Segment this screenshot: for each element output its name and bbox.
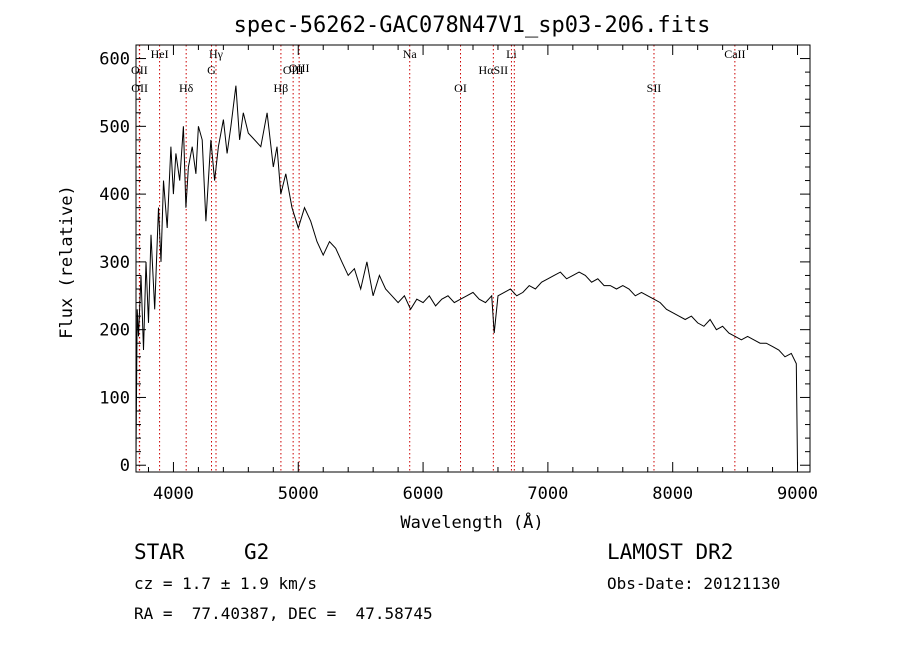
coordinates-text: RA = 77.40387, DEC = 47.58745 (134, 604, 433, 623)
line-marker-label: Li (506, 47, 517, 61)
line-marker-label: Hβ (274, 81, 289, 95)
spectrum-line (135, 85, 798, 466)
line-marker-label: CaII (724, 47, 745, 61)
object-subclass: G2 (244, 540, 270, 564)
x-axis-label: Wavelength (Å) (400, 511, 543, 533)
x-tick-label: 5000 (278, 484, 319, 504)
y-tick-label: 500 (99, 117, 130, 137)
y-tick-label: 200 (99, 321, 130, 341)
line-marker-label: OI (454, 81, 467, 95)
y-axis-label: Flux (relative) (57, 185, 77, 339)
x-tick-label: 9000 (777, 484, 818, 504)
obs-date-text: Obs-Date: 20121130 (607, 574, 781, 593)
line-marker-label: HeI (151, 47, 169, 61)
line-marker-label: G (207, 63, 216, 77)
line-marker-label: Hδ (179, 81, 194, 95)
object-class: STAR (134, 540, 185, 564)
chart-title: spec-56262-GAC078N47V1_sp03-206.fits (234, 13, 711, 38)
y-tick-label: 0 (120, 456, 130, 476)
plot-area: OIIOIIHeIHδHγGHβOIIIOIIINaOIHαSIILiSIICa… (99, 44, 818, 504)
survey-label: LAMOST DR2 (607, 540, 734, 564)
y-tick-label: 100 (99, 388, 130, 408)
line-marker-label: OII (131, 81, 148, 95)
x-tick-label: 8000 (652, 484, 693, 504)
line-marker-label: Hγ (209, 47, 224, 61)
x-tick-label: 6000 (403, 484, 444, 504)
line-marker-label: OIII (289, 61, 310, 75)
line-marker-label: HαSII (479, 63, 509, 77)
line-marker-label: OIII (283, 63, 304, 77)
redshift-text: cz = 1.7 ± 1.9 km/s (134, 574, 318, 593)
y-tick-label: 400 (99, 185, 130, 205)
line-marker-label: SII (647, 81, 662, 95)
line-marker-label: Na (403, 47, 418, 61)
y-tick-label: 600 (99, 50, 130, 70)
y-tick-label: 300 (99, 253, 130, 273)
x-tick-label: 7000 (527, 484, 568, 504)
x-tick-label: 4000 (153, 484, 194, 504)
